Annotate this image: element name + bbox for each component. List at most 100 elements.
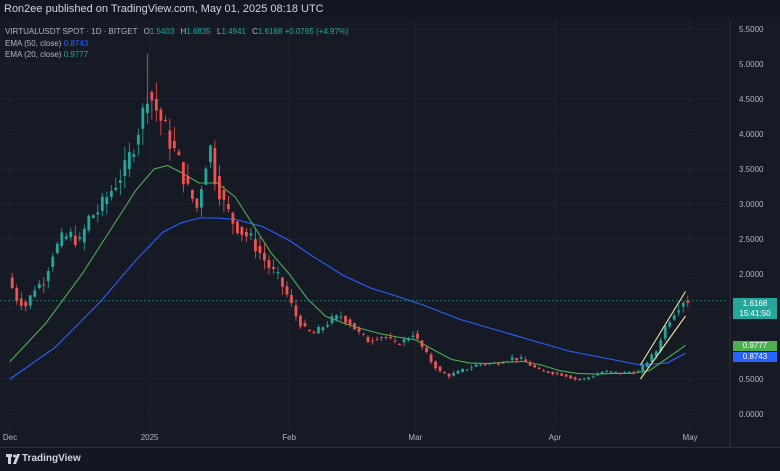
- candle-body: [686, 300, 690, 303]
- candle-body: [506, 361, 510, 363]
- candle-body: [209, 145, 212, 162]
- candle-body: [393, 340, 397, 342]
- channel-layer: [639, 291, 686, 380]
- candle-body: [24, 302, 28, 307]
- ema50-badge-value: 0.8743: [742, 352, 768, 361]
- candle-body: [330, 316, 334, 323]
- candle-body: [659, 340, 663, 351]
- candle-body: [69, 231, 73, 238]
- x-tick-label: Feb: [282, 433, 296, 442]
- tradingview-brand[interactable]: TradingView: [22, 453, 81, 464]
- candle-body: [672, 315, 676, 320]
- candle-body: [100, 196, 104, 211]
- candle-body: [524, 359, 528, 362]
- candle-body: [645, 362, 649, 367]
- legend-close-value: 1.6168: [257, 27, 283, 36]
- candle-body: [281, 277, 284, 287]
- candle-body: [560, 373, 564, 376]
- last-price-badge: 1.6168 15:41:50: [733, 298, 777, 319]
- legend-ema20-label: EMA (20, close): [5, 50, 62, 59]
- candle-body: [375, 338, 379, 340]
- candle-body: [677, 310, 681, 313]
- ema20-layer: [9, 164, 686, 375]
- candle-body: [123, 160, 127, 176]
- candle-body: [163, 120, 167, 122]
- candle-body: [10, 277, 14, 289]
- candle-body: [213, 148, 217, 185]
- legend-ema20-row[interactable]: EMA (20, close) 0.9777: [5, 49, 88, 61]
- candle-body: [533, 365, 537, 368]
- candle-body: [510, 357, 514, 360]
- candle-body: [411, 335, 415, 337]
- candle-body: [564, 374, 568, 377]
- candle-body: [28, 295, 32, 306]
- candle-body: [195, 198, 199, 208]
- candle-body: [492, 362, 496, 364]
- candle-body: [141, 107, 145, 129]
- candle-body: [105, 197, 109, 204]
- y-tick-label: 3.0000: [739, 200, 764, 209]
- legend-ema50-label: EMA (50, close): [5, 39, 62, 48]
- candle-body: [569, 375, 573, 379]
- published-text: Ron2ee published on TradingView.com, May…: [4, 3, 324, 15]
- candle-body: [470, 367, 473, 369]
- candle-body: [434, 361, 437, 369]
- ema50-layer: [9, 217, 686, 380]
- candle-body: [272, 267, 275, 269]
- candle-body: [479, 364, 482, 366]
- candle-body: [177, 151, 181, 156]
- candle-body: [299, 316, 302, 327]
- legend-high-value: 1.6835: [186, 27, 211, 36]
- candle-body: [605, 371, 609, 373]
- y-tick-label: 2.0000: [739, 270, 764, 279]
- gridlines: [0, 20, 727, 430]
- chart-canvas[interactable]: 5.5000 5.0000 4.5000 4.0000 3.5000 3.0000 2.50…: [0, 20, 780, 447]
- candle-body: [578, 379, 582, 380]
- candle-body: [172, 141, 176, 149]
- y-tick-label: 5.5000: [739, 25, 764, 34]
- x-tick-label: 2025: [141, 433, 159, 442]
- candle-body: [371, 340, 374, 342]
- candle-body: [168, 130, 172, 149]
- legend-high-key: H: [180, 27, 187, 36]
- candle-body: [236, 221, 239, 234]
- candle-body: [501, 362, 505, 364]
- candle-body: [519, 357, 523, 359]
- candle-body: [276, 271, 280, 273]
- candle-body: [114, 187, 118, 190]
- legend-change: +0.0765 (+4.97%): [284, 27, 349, 36]
- candle-body: [398, 344, 401, 345]
- candle-body: [181, 162, 185, 185]
- ema20-badge: 0.9777: [733, 341, 777, 351]
- legend-ema20-value: 0.9777: [63, 50, 89, 59]
- candle-body: [425, 347, 428, 353]
- candle-body: [389, 337, 392, 339]
- candle-body: [542, 370, 546, 372]
- footer-bar: TradingView: [0, 447, 780, 471]
- candle-body: [488, 363, 491, 365]
- candle-body: [46, 270, 50, 281]
- ema20-badge-value: 0.9777: [742, 341, 768, 350]
- candle-body: [87, 215, 91, 231]
- candle-body: [227, 204, 230, 210]
- candle-body: [632, 372, 636, 374]
- candle-body: [190, 190, 194, 199]
- tradingview-logo-icon[interactable]: [6, 454, 20, 464]
- candle-body: [258, 246, 262, 254]
- candle-body: [37, 283, 41, 288]
- candle-body: [199, 189, 203, 208]
- candle-body: [474, 364, 478, 367]
- candle-body: [335, 315, 338, 320]
- candle-body: [663, 325, 667, 339]
- ema20-line: [9, 164, 686, 375]
- candle-body: [461, 368, 464, 372]
- legend-ema50-row[interactable]: EMA (50, close) 0.8743: [5, 38, 88, 50]
- candle-body: [19, 298, 23, 306]
- candle-body: [596, 373, 600, 376]
- legend-symbol: VIRTUALUSDT SPOT · 1D · BITGET: [5, 27, 138, 36]
- legend-ohlc-row: VIRTUALUSDT SPOT · 1D · BITGET O1.5403 H…: [5, 26, 349, 38]
- candle-body: [429, 354, 433, 363]
- candle-body: [600, 372, 604, 374]
- candle-body: [321, 327, 325, 330]
- candle-body: [290, 295, 293, 304]
